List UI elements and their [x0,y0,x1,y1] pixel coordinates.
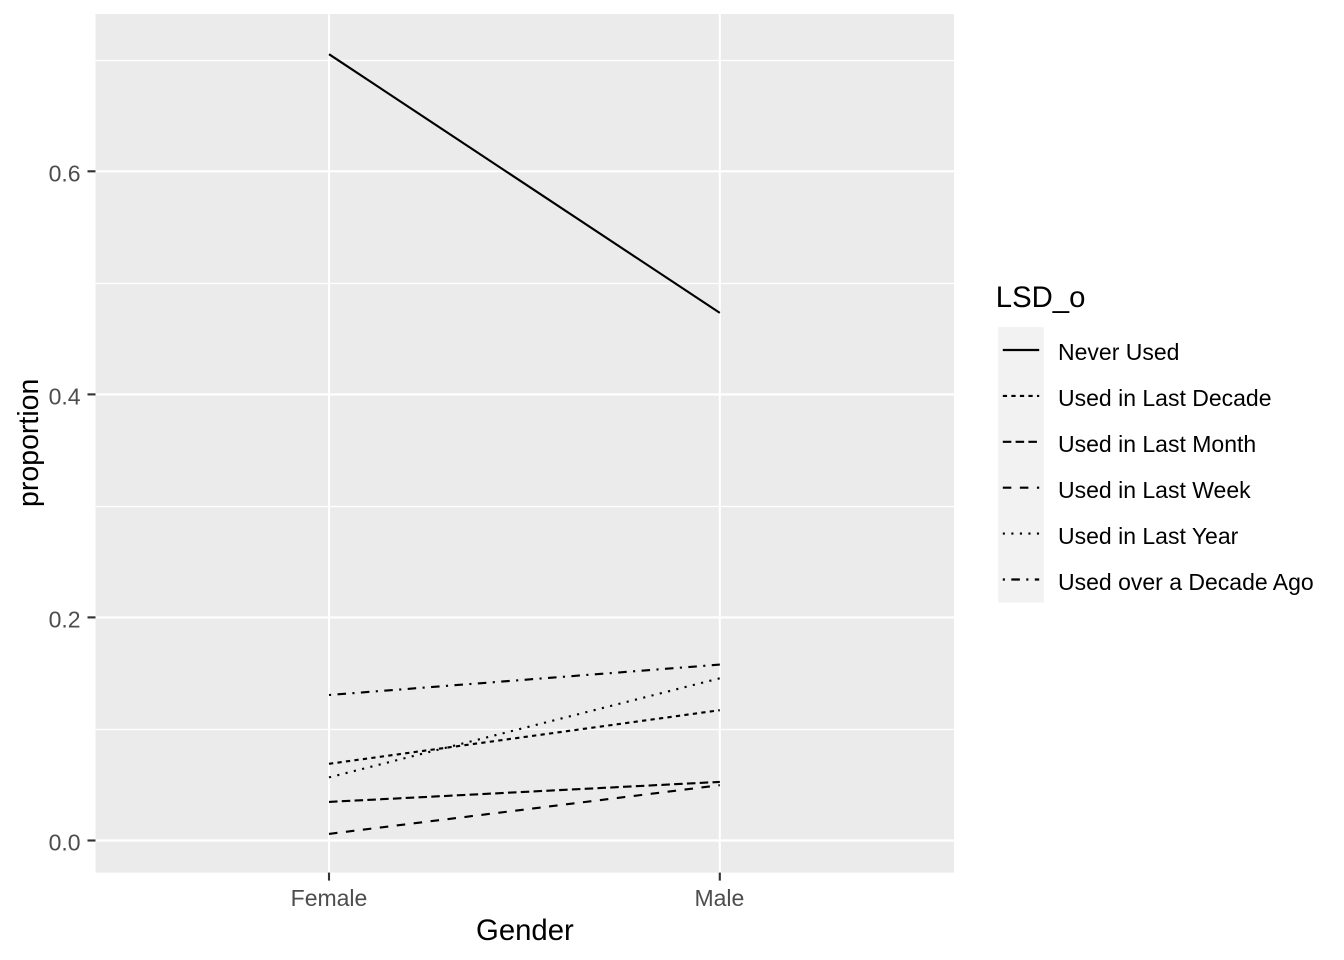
svg-text:proportion: proportion [13,379,45,507]
svg-text:Male: Male [694,885,744,911]
svg-text:0.4: 0.4 [49,384,81,410]
svg-text:0.2: 0.2 [49,607,81,633]
svg-text:Female: Female [291,885,368,911]
svg-text:LSD_o: LSD_o [996,281,1086,314]
svg-text:Used in Last Month: Used in Last Month [1058,431,1256,457]
svg-text:0.0: 0.0 [49,830,81,856]
svg-text:Used in Last Decade: Used in Last Decade [1058,385,1272,411]
svg-text:Used in Last Year: Used in Last Year [1058,523,1239,549]
svg-text:Never Used: Never Used [1058,339,1179,365]
svg-text:0.6: 0.6 [49,160,81,186]
svg-text:Gender: Gender [476,914,574,947]
svg-text:Used over a Decade Ago: Used over a Decade Ago [1058,569,1314,595]
svg-text:Used in Last Week: Used in Last Week [1058,477,1251,503]
